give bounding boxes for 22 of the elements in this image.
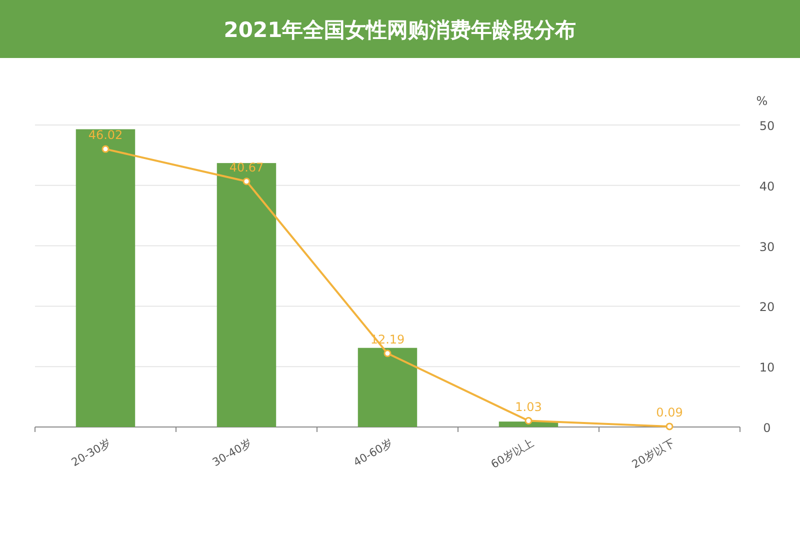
x-tick-label: 60岁以上: [488, 436, 536, 472]
point: [524, 417, 532, 425]
bar: [76, 129, 136, 427]
point: [242, 178, 250, 186]
bar: [216, 163, 276, 427]
data-label: 0.09: [656, 405, 683, 420]
y-tick-label: 0: [763, 421, 771, 435]
data-label: 1.03: [515, 400, 542, 414]
bar: [358, 348, 418, 427]
data-label: 40.67: [229, 160, 264, 174]
y-tick-label: 10: [759, 360, 775, 375]
y-tick-label: 20: [759, 300, 775, 314]
point: [384, 350, 392, 358]
point: [102, 145, 110, 153]
chart-title: 2021年全国女性网购消费年龄段分布: [224, 18, 576, 42]
point: [666, 422, 674, 430]
y-tick-label: 40: [759, 179, 775, 194]
y-tick-label: 30: [759, 240, 775, 254]
x-tick-label: 20岁以下: [630, 436, 677, 472]
data-label: 46.02: [88, 128, 123, 142]
y-tick-label: 50: [759, 119, 775, 133]
y-axis-title: %: [756, 94, 768, 108]
